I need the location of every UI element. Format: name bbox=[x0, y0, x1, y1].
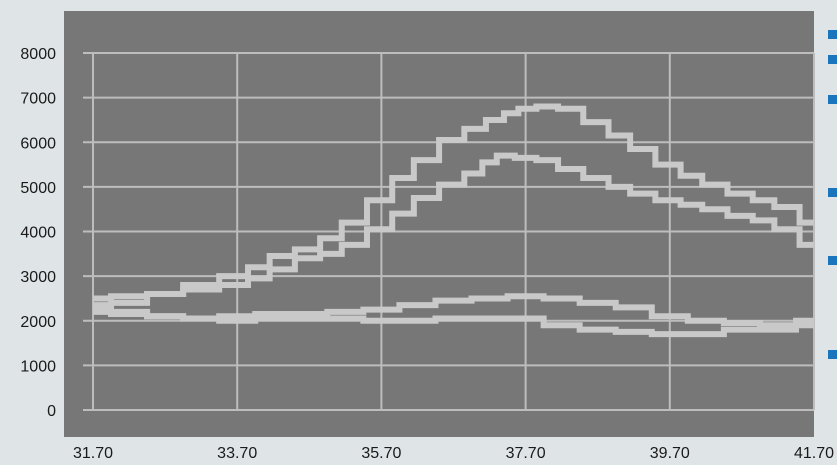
x-axis: 31.70 33.70 35.70 37.70 39.70 41.70 bbox=[73, 445, 834, 462]
y-tick-label: 5000 bbox=[20, 180, 56, 197]
y-tick-label: 0 bbox=[47, 403, 56, 420]
x-tick-label: 37.70 bbox=[506, 445, 546, 462]
y-tick-label: 2000 bbox=[20, 314, 56, 331]
legend-marker-0 bbox=[828, 30, 837, 39]
x-tick-label: 39.70 bbox=[650, 445, 690, 462]
x-tick-label: 33.70 bbox=[217, 445, 257, 462]
legend-marker-2 bbox=[828, 95, 837, 104]
legend-marker-3 bbox=[828, 188, 837, 197]
y-tick-label: 4000 bbox=[20, 225, 56, 242]
series-line-0 bbox=[93, 103, 814, 311]
series-line-1 bbox=[93, 152, 814, 302]
legend bbox=[828, 30, 837, 359]
y-axis: 0 1000 2000 3000 4000 5000 6000 7000 8000 bbox=[20, 46, 56, 420]
series-group bbox=[93, 103, 814, 338]
legend-marker-1 bbox=[828, 55, 837, 64]
y-tick-label: 6000 bbox=[20, 135, 56, 152]
legend-marker-4 bbox=[828, 256, 837, 265]
legend-marker-5 bbox=[828, 350, 837, 359]
x-tick-label: 35.70 bbox=[361, 445, 401, 462]
y-tick-label: 7000 bbox=[20, 91, 56, 108]
x-tick-label: 41.70 bbox=[794, 445, 834, 462]
y-tick-label: 1000 bbox=[20, 358, 56, 375]
plot-area bbox=[64, 11, 814, 437]
x-tick-label: 31.70 bbox=[73, 445, 113, 462]
y-tick-label: 8000 bbox=[20, 46, 56, 63]
series-line-3 bbox=[93, 302, 814, 338]
y-tick-label: 3000 bbox=[20, 269, 56, 286]
